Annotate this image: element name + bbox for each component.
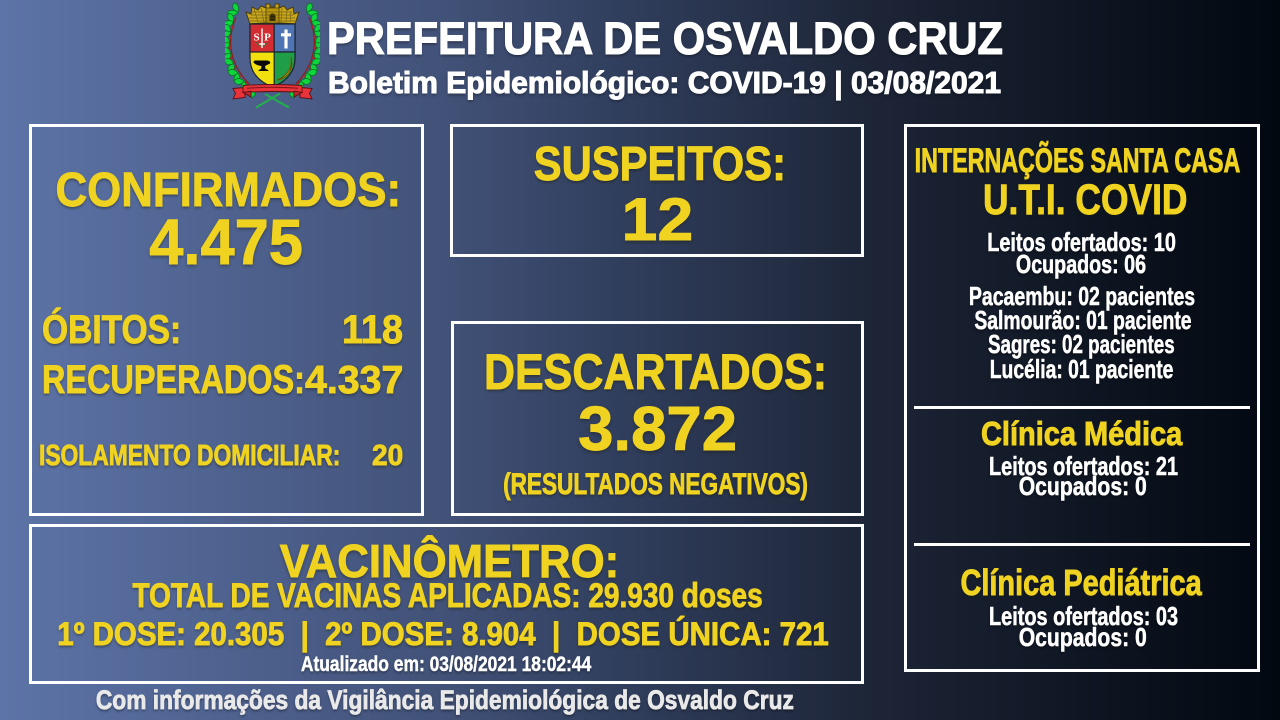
svg-text:S: S [253,32,259,44]
svg-text:P: P [264,32,271,44]
